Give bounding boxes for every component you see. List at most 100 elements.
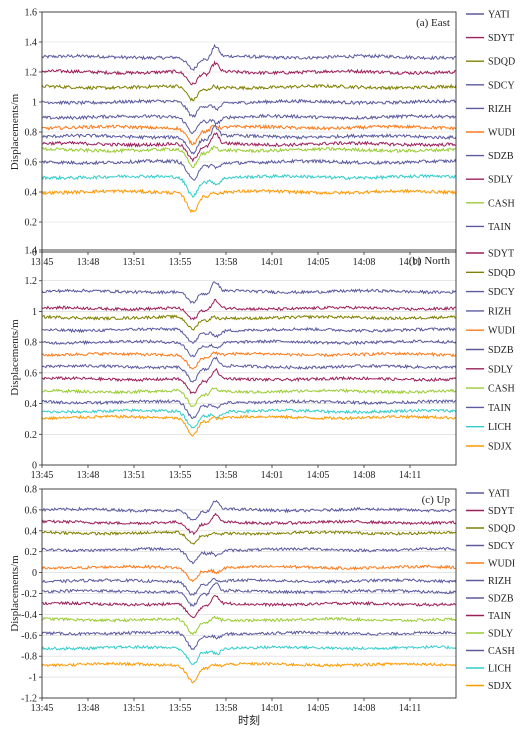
- series-line: [41, 529, 457, 545]
- series-line: [41, 398, 457, 419]
- y-tick-label: 0.2: [25, 218, 38, 229]
- legend-label: CASH: [488, 646, 515, 657]
- x-tick-label: 14:08: [353, 257, 376, 268]
- y-tick-label: 0: [32, 568, 37, 579]
- series-line: [41, 367, 457, 395]
- y-tick-label: 0.2: [25, 430, 38, 441]
- y-tick-label: 0.6: [25, 158, 38, 169]
- series-line: [41, 577, 457, 597]
- legend-label: RIZH: [488, 576, 511, 587]
- legend-label: SDCY: [488, 541, 515, 552]
- y-tick-label: 1: [32, 98, 37, 109]
- legend-label: SDQD: [488, 268, 515, 279]
- y-tick-label: 0: [32, 248, 37, 259]
- y-tick-label: 1.4: [25, 246, 38, 257]
- series-line: [41, 351, 457, 370]
- series-line: [41, 188, 457, 214]
- x-tick-label: 14:11: [399, 257, 421, 268]
- legend: YATI SDYT SDQD SDCY RIZH WUDI SDZB SDLY CASH TAIN: [466, 10, 515, 233]
- legend-label: TAIN: [488, 611, 511, 622]
- series-line: [41, 124, 457, 155]
- x-tick-label: 13:58: [215, 703, 238, 714]
- x-tick-label: 13:51: [123, 257, 146, 268]
- legend-label: SDCY: [488, 80, 515, 91]
- series-line: [41, 123, 457, 146]
- legend-label: TAIN: [488, 403, 511, 414]
- series-line: [41, 113, 457, 135]
- series-line: [41, 98, 457, 118]
- y-tick-label: -1.2: [21, 694, 37, 705]
- y-tick-label: 1.2: [25, 68, 38, 79]
- x-tick-label: 13:48: [77, 470, 100, 481]
- x-tick-label: 14:05: [307, 257, 330, 268]
- x-tick-label: 13:45: [31, 703, 54, 714]
- legend: YATI SDYT SDQD SDCY WUDI RIZH SDZB TAIN SDLY CASH…: [466, 489, 515, 692]
- x-tick-label: 14:01: [261, 470, 284, 481]
- series-line: [41, 314, 457, 331]
- y-axis-label: Displacements/m: [9, 555, 21, 632]
- x-tick-label: 13:48: [77, 257, 100, 268]
- legend-label: CASH: [488, 384, 515, 395]
- legend-label: TAIN: [488, 222, 511, 233]
- y-tick-label: 0.8: [25, 338, 38, 349]
- x-axis-label: 时刻: [238, 713, 260, 727]
- series-line: [42, 158, 457, 181]
- y-tick-label: 0.4: [25, 526, 38, 537]
- series-line: [41, 281, 457, 304]
- legend-label: SDYT: [488, 33, 514, 44]
- y-tick-label: -1: [29, 673, 37, 684]
- legend-label: WUDI: [488, 326, 515, 337]
- y-tick-label: -0.2: [21, 589, 37, 600]
- plot-frame: [41, 249, 457, 466]
- y-tick-label: 1.4: [25, 38, 38, 49]
- series-line: [41, 594, 457, 619]
- plot-frame: [41, 488, 457, 699]
- legend-label: SDZB: [488, 594, 514, 605]
- series-line: [41, 145, 457, 169]
- x-tick-label: 14:01: [261, 257, 284, 268]
- x-tick-label: 13:55: [169, 257, 192, 268]
- x-tick-label: 13:45: [31, 470, 54, 481]
- y-tick-label: -0.6: [21, 631, 37, 642]
- series-line: [41, 644, 457, 665]
- legend-label: SDQD: [488, 524, 515, 535]
- series-line: [41, 173, 457, 198]
- legend-label: SDYT: [488, 249, 514, 260]
- legend-label: YATI: [488, 489, 510, 500]
- x-tick-label: 13:58: [215, 470, 238, 481]
- panel-label: (c) Up: [422, 494, 451, 506]
- x-tick-label: 13:58: [215, 257, 238, 268]
- x-tick-label: 13:51: [123, 703, 146, 714]
- plot-frame: [41, 11, 457, 253]
- series-line: [41, 326, 457, 344]
- y-tick-label: -0.4: [21, 610, 37, 621]
- legend-label: YATI: [488, 10, 510, 21]
- y-tick-label: 0.2: [25, 547, 38, 558]
- x-tick-label: 14:05: [307, 703, 330, 714]
- series-line: [41, 339, 457, 358]
- x-tick-label: 13:55: [169, 703, 192, 714]
- chart-panel-3: -1.2 -1 -0.8 -0.6 -0.4 -0.2 0 0.2 0.4 0.6 0.8 13:45…: [9, 485, 515, 728]
- series-line: [41, 414, 457, 437]
- y-tick-label: 1.2: [25, 276, 38, 287]
- y-tick-label: 0: [32, 461, 37, 472]
- legend-label: RIZH: [488, 306, 511, 317]
- x-tick-label: 14:08: [353, 703, 376, 714]
- series-line: [41, 43, 457, 71]
- y-axis-label: Displacements/m: [9, 93, 21, 170]
- legend-label: LICH: [488, 664, 511, 675]
- legend-label: CASH: [488, 198, 515, 209]
- legend-label: WUDI: [488, 128, 515, 139]
- series-line: [41, 630, 457, 651]
- x-tick-label: 13:55: [169, 470, 192, 481]
- legend-label: SDQD: [488, 57, 515, 68]
- series-line: [41, 499, 457, 521]
- chart-panel-2: 0 0.2 0.4 0.6 0.8 1 1.2 1.4 13:45 13:48 13:51 13:55…: [9, 246, 515, 482]
- y-tick-label: 0.6: [25, 505, 38, 516]
- series-line: [41, 60, 457, 86]
- legend-label: SDJX: [488, 681, 513, 692]
- x-tick-label: 14:08: [353, 470, 376, 481]
- x-tick-label: 14:11: [399, 470, 421, 481]
- legend-label: SDLY: [488, 175, 513, 186]
